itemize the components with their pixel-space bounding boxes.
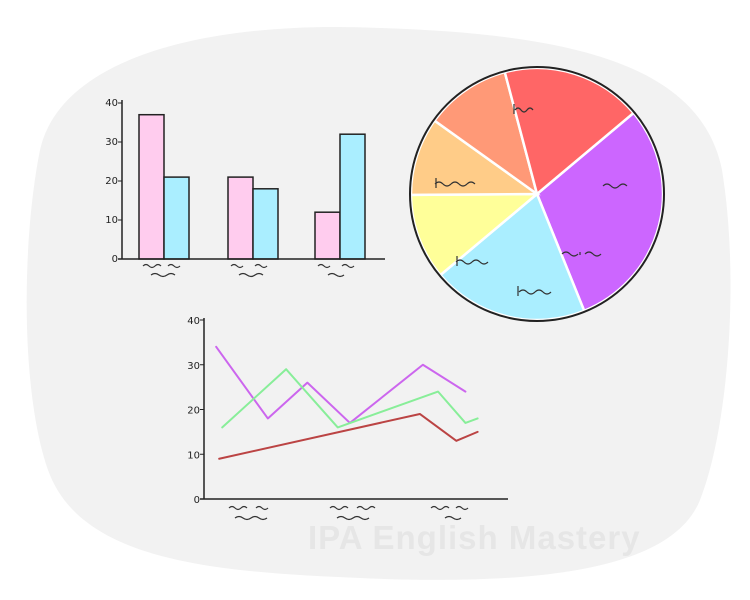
bar-chart: 0 10 20 30 40 — [105, 98, 385, 278]
line-series-3 — [218, 412, 479, 460]
pie-slice-5 — [432, 70, 540, 198]
pie-chart-outline — [409, 66, 665, 322]
pie-slice-1 — [535, 111, 665, 313]
watermark-text: IPA English Mastery — [308, 519, 641, 556]
bar-y-tick-label: 40 — [105, 98, 118, 109]
bar-s2-c3 — [339, 133, 366, 260]
bar-y-tick-label: 10 — [105, 215, 118, 226]
line-series-1 — [215, 345, 467, 424]
line-y-tick-label: 0 — [194, 495, 200, 506]
bar-s2-c1 — [163, 176, 190, 260]
line-y-tick-label: 20 — [187, 406, 200, 417]
bar-s1-c1 — [138, 113, 165, 260]
line-y-tick-label: 30 — [187, 361, 200, 372]
bar-chart-bars — [138, 113, 366, 260]
line-y-tick-label: 40 — [187, 316, 200, 327]
pie-slice-4 — [409, 118, 541, 197]
line-chart: 0 10 20 30 40 — [187, 316, 508, 521]
pie-slice-6 — [503, 66, 636, 197]
bar-y-tick-label: 30 — [105, 137, 118, 148]
bar-s1-c3 — [314, 211, 341, 260]
line-series-2 — [221, 368, 479, 429]
pie-chart — [409, 66, 665, 322]
bar-chart-category-squiggles — [142, 263, 355, 278]
line-chart-series — [215, 345, 479, 460]
bar-s1-c2 — [227, 176, 254, 260]
line-chart-category-squiggles — [228, 505, 469, 521]
bar-y-tick-label: 0 — [112, 254, 118, 265]
pie-chart-squiggles — [434, 104, 628, 296]
bar-s2-c2 — [252, 188, 279, 260]
bar-y-tick-label: 20 — [105, 176, 118, 187]
pie-chart-slices — [409, 66, 665, 322]
line-y-tick-label: 10 — [187, 450, 200, 461]
pie-slice-3 — [409, 192, 541, 277]
pie-slice-2 — [438, 191, 586, 322]
